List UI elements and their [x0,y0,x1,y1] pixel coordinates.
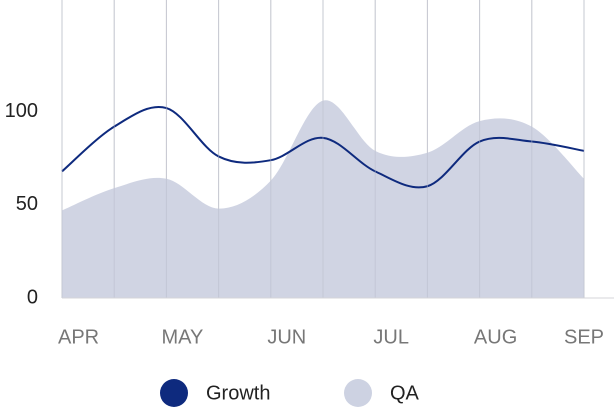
legend-swatch [160,379,188,407]
axes: 0 50 100 APR MAY JUN JUL AUG SEP Growth QA [5,100,614,407]
legend-label: Growth [206,382,270,404]
x-tick-label: JUL [373,326,409,348]
x-tick-label: APR [58,326,99,348]
x-tick-label: SEP [564,326,604,348]
plot [61,0,585,299]
x-tick-label: MAY [161,326,203,348]
legend-label: QA [390,382,420,404]
legend-swatch [344,379,372,407]
x-tick-label: AUG [474,326,517,348]
y-tick-label: 0 [27,286,38,308]
x-tick-label: JUN [267,326,306,348]
y-tick-label: 50 [16,193,38,215]
y-tick-label: 100 [5,100,38,122]
